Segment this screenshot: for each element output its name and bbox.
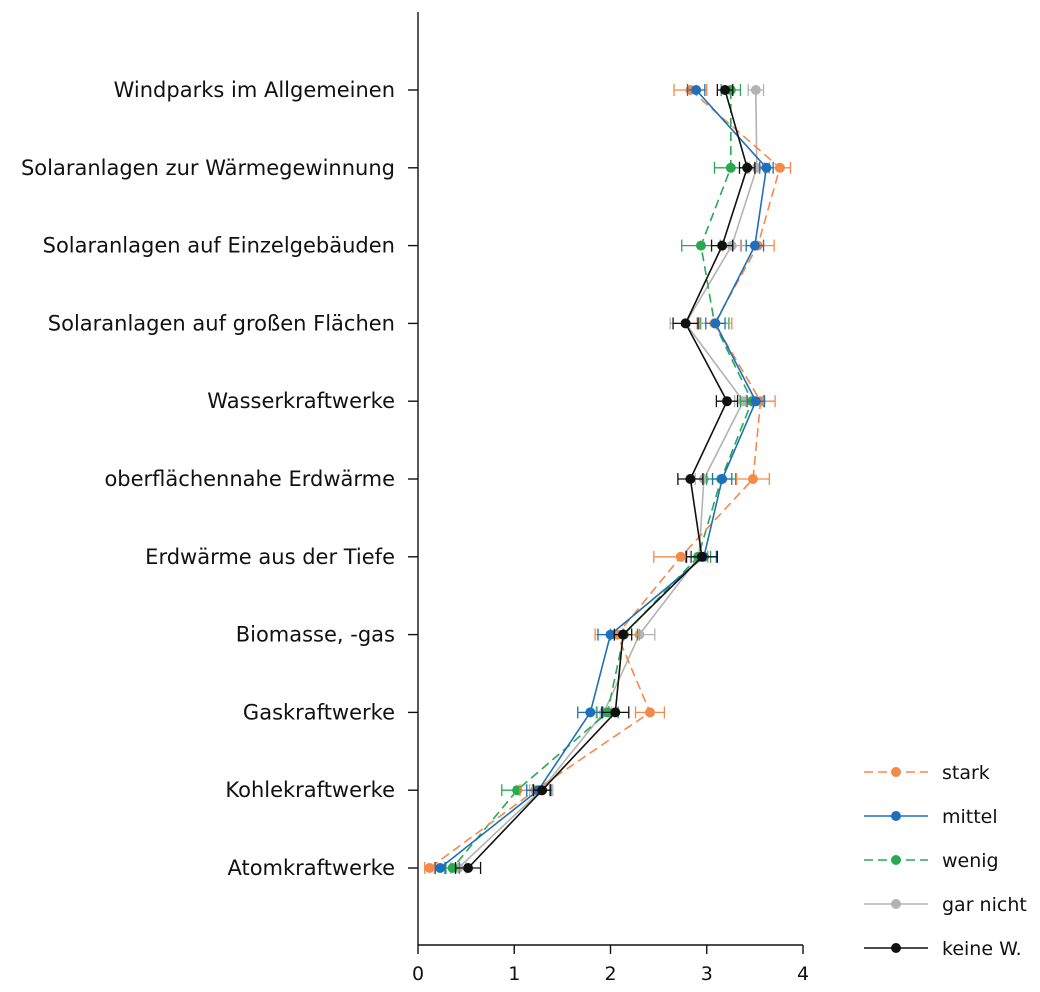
legend-item: stark bbox=[864, 762, 990, 784]
data-point bbox=[618, 629, 629, 640]
data-point bbox=[537, 785, 548, 796]
axes: 0 1 2 3 4 Windparks im Allgemeinen Solaranlage… bbox=[21, 12, 809, 985]
legend-item: keine W. bbox=[864, 938, 1022, 960]
data-point bbox=[717, 474, 728, 484]
series-keine-w- bbox=[454, 84, 756, 874]
data-point bbox=[749, 240, 760, 251]
x-tick-label: 1 bbox=[508, 963, 520, 985]
data-point bbox=[720, 85, 731, 95]
x-tick-label: 2 bbox=[604, 963, 616, 985]
data-point bbox=[774, 162, 785, 173]
data-point bbox=[463, 863, 474, 873]
category-label: Biomasse, -gas bbox=[236, 623, 395, 647]
data-point bbox=[585, 707, 596, 718]
legend-item: mittel bbox=[864, 806, 998, 828]
series-mittel bbox=[434, 84, 774, 874]
data-point bbox=[696, 551, 707, 562]
x-tick-label: 3 bbox=[701, 963, 713, 985]
data-point bbox=[644, 707, 655, 718]
data-point bbox=[742, 162, 753, 173]
legend-label: stark bbox=[942, 762, 990, 784]
series-layer bbox=[424, 84, 792, 874]
data-point bbox=[680, 318, 691, 329]
category-label: Kohlekraftwerke bbox=[225, 778, 395, 802]
data-point bbox=[710, 318, 721, 329]
data-point bbox=[717, 240, 728, 251]
category-label: oberflächennahe Erdwärme bbox=[104, 467, 395, 491]
data-point bbox=[750, 396, 761, 407]
data-point bbox=[685, 474, 696, 484]
data-point bbox=[424, 863, 435, 873]
legend-label: wenig bbox=[942, 850, 999, 872]
x-tick-label: 4 bbox=[797, 963, 809, 985]
legend-item: gar nicht bbox=[864, 894, 1027, 916]
data-point bbox=[435, 863, 446, 873]
category-label: Solaranlagen auf großen Flächen bbox=[48, 311, 395, 335]
legend-marker bbox=[891, 811, 901, 821]
category-label: Atomkraftwerke bbox=[227, 856, 395, 880]
category-label: Wasserkraftwerke bbox=[207, 389, 395, 413]
data-point bbox=[610, 707, 621, 718]
series-line bbox=[429, 89, 781, 869]
category-label: Erdwärme aus der Tiefe bbox=[145, 545, 395, 569]
legend: stark mittel wenig gar nicht keine W. bbox=[864, 762, 1027, 960]
legend-label: keine W. bbox=[942, 938, 1022, 960]
legend-marker bbox=[891, 767, 901, 777]
data-point bbox=[605, 629, 616, 640]
data-point bbox=[750, 85, 761, 95]
category-label: Windparks im Allgemeinen bbox=[114, 78, 395, 102]
legend-label: mittel bbox=[942, 806, 998, 828]
category-label: Solaranlagen auf Einzelgebäuden bbox=[43, 234, 395, 258]
category-label: Gaskraftwerke bbox=[243, 700, 395, 724]
legend-marker bbox=[891, 855, 901, 865]
data-point bbox=[721, 396, 732, 407]
category-label: Solaranlagen zur Wärmegewinnung bbox=[21, 156, 395, 180]
legend-item: wenig bbox=[864, 850, 999, 872]
data-point bbox=[675, 551, 686, 562]
legend-marker bbox=[891, 943, 901, 953]
data-point bbox=[761, 162, 772, 173]
legend-label: gar nicht bbox=[942, 894, 1027, 916]
data-point bbox=[747, 474, 758, 484]
x-tick-label: 0 bbox=[412, 963, 424, 985]
legend-marker bbox=[891, 899, 901, 909]
data-point bbox=[695, 240, 706, 251]
data-point bbox=[725, 162, 736, 173]
data-point bbox=[691, 85, 702, 95]
